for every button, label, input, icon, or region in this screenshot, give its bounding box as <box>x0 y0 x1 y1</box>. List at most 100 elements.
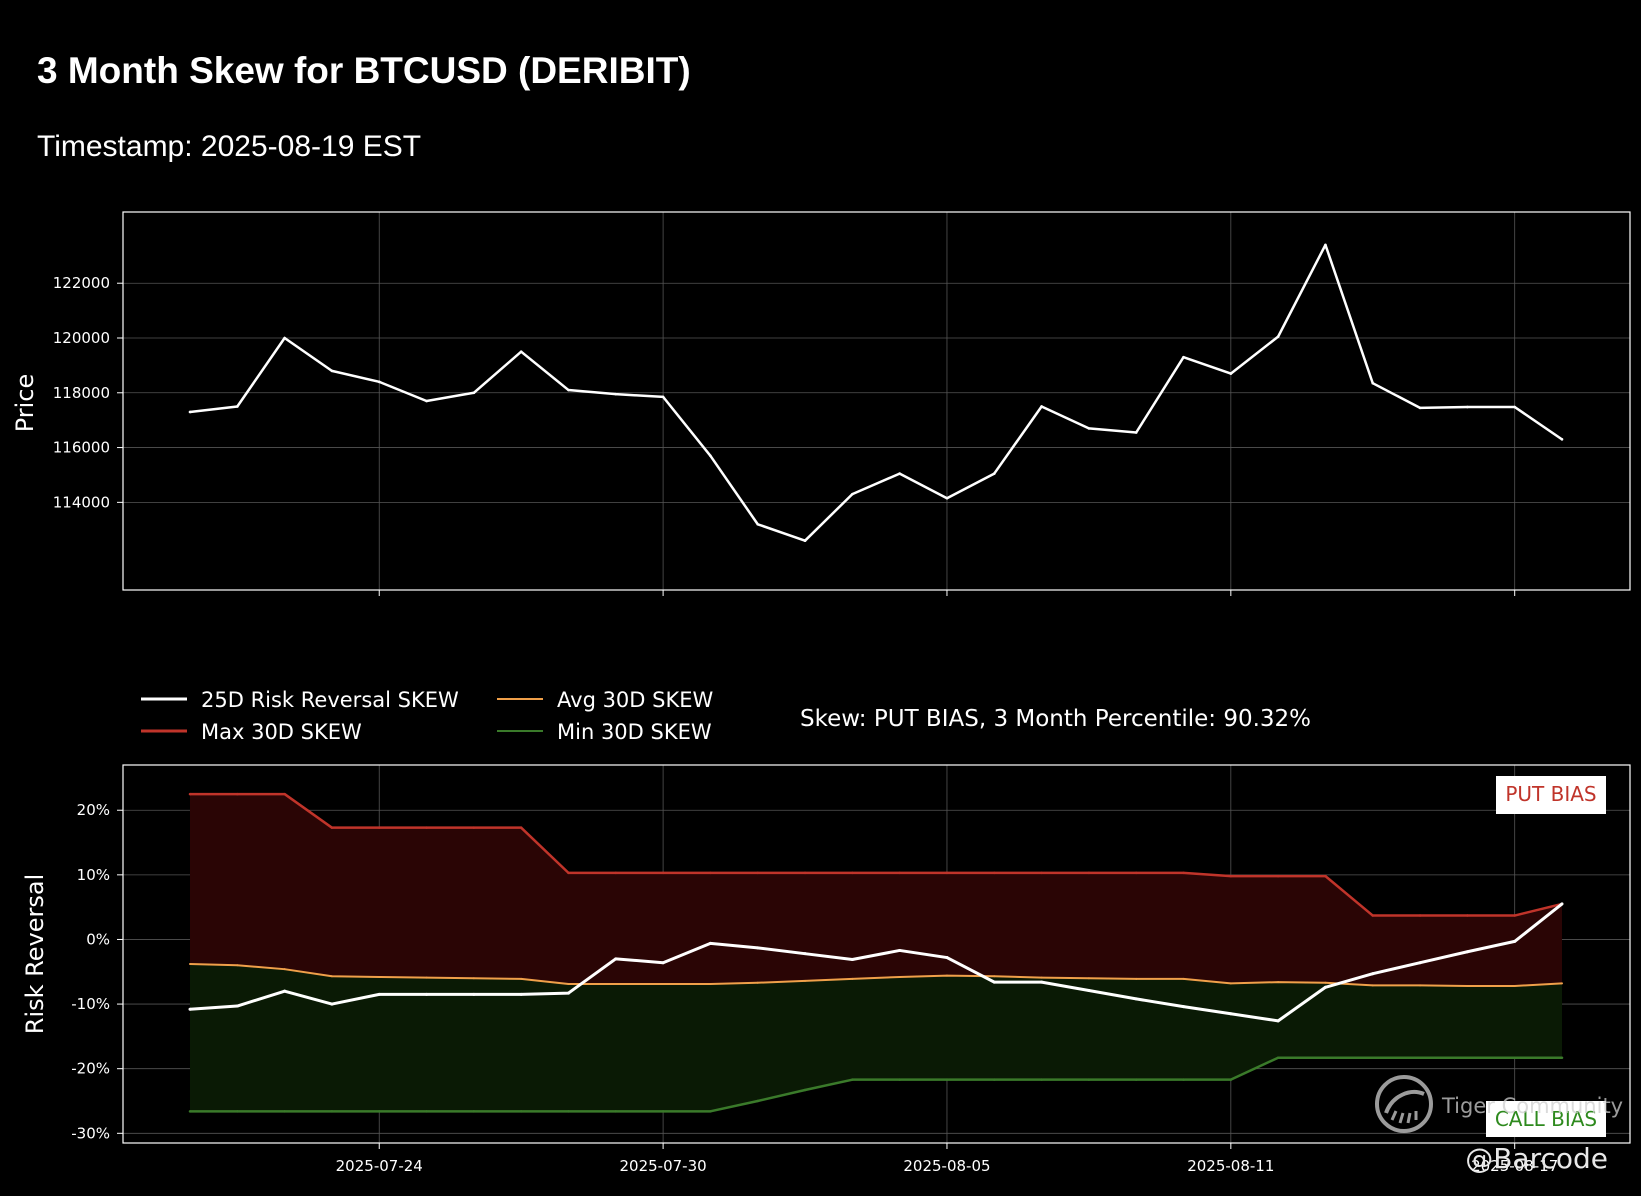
watermark-handle: @Barcode <box>1465 1142 1608 1175</box>
price-line <box>189 243 1563 542</box>
price-point <box>425 399 428 403</box>
price-point <box>851 492 854 496</box>
skew-plot-frame <box>122 764 1631 1144</box>
x-tick-label: 2025-07-24 <box>336 1157 423 1175</box>
avg-skew-line-point <box>425 976 428 979</box>
max-skew-line-point <box>519 826 523 829</box>
max-skew-line-point <box>1087 871 1091 875</box>
max-skew-line-point <box>188 792 192 796</box>
max-skew-line-point <box>1276 874 1280 878</box>
min-skew-line-point <box>898 1078 901 1081</box>
avg-skew-line-point <box>283 968 286 971</box>
min-skew-line-point <box>614 1110 618 1113</box>
price-point <box>519 350 523 353</box>
avg-skew-line-point <box>1182 977 1185 980</box>
max-skew-line-point <box>283 792 286 796</box>
put-bias-label-box <box>1496 776 1606 814</box>
skew-legend: 25D Risk Reversal SKEW Max 30D SKEW Avg … <box>141 688 714 744</box>
avg-skew-line-point <box>1513 984 1516 987</box>
avg-skew-line-point <box>378 975 381 978</box>
risk-reversal-line-point <box>992 980 996 984</box>
price-plot-frame <box>122 211 1631 591</box>
skew-chart-panel: 2025-07-24 2025-07-30 2025-08-05 2025-08-11… <box>21 764 1631 1175</box>
risk-reversal-line-point <box>708 941 712 945</box>
max-skew-line-point <box>1134 871 1138 875</box>
timestamp-subtitle: Timestamp: 2025-08-19 EST <box>37 130 422 163</box>
min-skew-line-point <box>283 1110 286 1113</box>
price-point <box>992 472 996 475</box>
max-skew-line-point <box>756 871 759 875</box>
risk-reversal-line-point <box>283 989 287 993</box>
avg-skew-line-point <box>1040 976 1043 979</box>
max-skew-line-point <box>425 826 428 829</box>
price-point <box>236 405 239 408</box>
y-tick-label: -20% <box>71 1060 110 1078</box>
risk-reversal-line-point <box>1465 950 1469 954</box>
max-skew-line <box>190 792 1563 917</box>
legend-label-max: Max 30D SKEW <box>201 720 362 744</box>
price-point <box>1276 335 1280 338</box>
risk-reversal-line-point <box>1134 997 1138 1001</box>
max-skew-line-point <box>1182 871 1185 875</box>
risk-reversal-line-point <box>566 991 570 995</box>
min-skew-line-point <box>945 1078 949 1081</box>
y-tick-label: 122000 <box>53 274 110 292</box>
min-skew-line-point <box>330 1110 334 1113</box>
y-tick-label: -10% <box>71 995 110 1013</box>
price-point <box>709 454 712 458</box>
risk-reversal-line-point <box>1513 939 1517 943</box>
risk-reversal-line-point <box>1182 1005 1186 1009</box>
min-skew-line-point <box>1560 1056 1564 1059</box>
price-point <box>1466 405 1469 409</box>
price-point <box>567 388 570 392</box>
avg-skew-line-point <box>993 975 996 978</box>
call-bias-label-box <box>1486 1101 1606 1137</box>
price-point <box>1324 243 1327 247</box>
price-point <box>1513 405 1516 409</box>
min-skew-line-point <box>1182 1078 1185 1081</box>
risk-reversal-line-point <box>519 992 523 996</box>
tiger-logo-icon <box>1375 1075 1433 1133</box>
avg-skew-line-point <box>1277 981 1280 984</box>
skew-status-text: Skew: PUT BIAS, 3 Month Percentile: 90.3… <box>800 706 1311 732</box>
price-point <box>330 369 334 373</box>
min-skew-line-point <box>567 1110 570 1113</box>
avg-skew-line-point <box>236 964 239 967</box>
price-point <box>945 496 949 500</box>
avg-skew-line-point <box>1087 977 1090 980</box>
avg-skew-line-point <box>709 983 712 986</box>
max-skew-line-point <box>661 871 665 875</box>
avg-skew-line-point <box>945 974 948 977</box>
put-bias-area <box>190 794 1562 986</box>
min-skew-line-point <box>1229 1078 1233 1081</box>
price-point <box>472 391 476 395</box>
avg-skew-line <box>189 963 1563 987</box>
avg-skew-line-point <box>1466 984 1469 987</box>
min-skew-line-point <box>1371 1056 1375 1059</box>
price-point <box>614 392 618 396</box>
x-tick-label: 2025-08-05 <box>903 1157 990 1175</box>
price-y-axis-label: Price <box>11 374 39 433</box>
y-tick-label: -30% <box>71 1124 110 1142</box>
avg-skew-line-point <box>898 975 901 978</box>
price-y-ticks: 114000 116000 118000 120000 122000 <box>53 274 123 511</box>
risk-reversal-line-point <box>1276 1019 1280 1023</box>
max-skew-line-point <box>898 871 901 875</box>
avg-skew-line-point <box>189 963 191 966</box>
price-point <box>283 336 286 340</box>
risk-reversal-line-point <box>850 957 854 961</box>
price-point <box>1087 427 1091 430</box>
risk-reversal-line-point <box>756 946 760 950</box>
risk-reversal-line-point <box>472 992 476 996</box>
price-point <box>756 522 760 526</box>
call-bias-label: CALL BIAS <box>1495 1107 1597 1131</box>
risk-reversal-line-point <box>377 992 381 996</box>
risk-reversal-line-point <box>1229 1012 1233 1016</box>
skew-y-ticks: -30% -20% -10% 0% 10% 20% <box>71 801 123 1142</box>
max-skew-line-point <box>236 792 239 796</box>
watermark: Tiger Community <box>1375 1075 1623 1133</box>
skew-series-group <box>188 792 1564 1113</box>
avg-skew-line-point <box>851 977 854 980</box>
avg-skew-line-point <box>1229 982 1232 985</box>
